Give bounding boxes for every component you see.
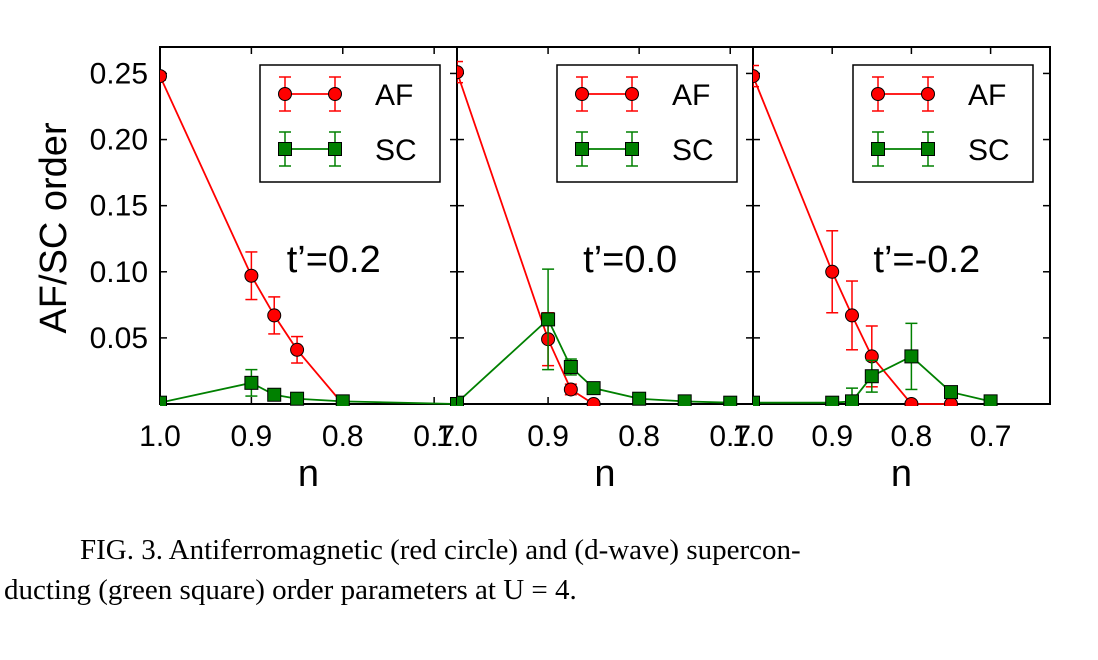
- sc-point: [290, 391, 305, 406]
- legend-sc-marker: [278, 142, 292, 156]
- figure-chart: AF/SC order 1.0 0.9 0.8 0.7 0.05 0.10 0.15 0.20…: [33, 46, 1051, 495]
- af-point: [586, 397, 601, 406]
- x-tick-label: 0.9: [527, 420, 569, 453]
- x-tick-label: 1.0: [139, 420, 181, 453]
- y-tick-label: 0.10: [90, 256, 148, 289]
- legend-af-label: AF: [672, 79, 710, 112]
- x-tick-label: 0.7: [970, 420, 1012, 453]
- x-axis-label: n: [298, 453, 319, 495]
- x-tick-label: 0.8: [322, 420, 364, 453]
- legend-box: [556, 64, 738, 183]
- af-series-line: [457, 71, 595, 405]
- sc-point: [160, 395, 167, 406]
- af-point: [563, 382, 578, 397]
- sc-point: [457, 395, 464, 406]
- x-tick-label: 0.9: [811, 420, 853, 453]
- y-axis-label: AF/SC order: [33, 122, 75, 334]
- af-point: [753, 69, 760, 84]
- af-point: [160, 69, 167, 84]
- sc-point: [944, 385, 958, 400]
- sc-point: [723, 395, 738, 406]
- x-axis-label: n: [891, 453, 912, 495]
- legend-af-label: AF: [968, 79, 1006, 112]
- panel-2: 1.0 0.9 0.8 0.7 n t’=0.0 AF SC: [436, 46, 754, 495]
- legend-sc-marker: [871, 142, 885, 156]
- legend-sc-marker: [328, 142, 342, 156]
- sc-point: [677, 394, 692, 406]
- y-tick-label: 0.25: [90, 57, 148, 90]
- panel-3: 1.0 0.9 0.8 0.7 n t’=-0.2 AF SC: [732, 46, 1051, 495]
- af-point: [457, 65, 464, 80]
- x-tick-label: 1.0: [732, 420, 774, 453]
- x-axis-label: n: [594, 453, 615, 495]
- x-tick-label: 0.9: [231, 420, 273, 453]
- legend-sc-label: SC: [672, 134, 714, 167]
- x-tick-label: 0.7: [709, 420, 751, 453]
- af-point: [244, 268, 259, 283]
- sc-point: [244, 375, 259, 390]
- sc-point: [904, 349, 919, 364]
- legend-sc-marker: [575, 142, 589, 156]
- sc-point: [335, 394, 350, 406]
- legend-af-marker: [871, 87, 885, 101]
- sc-point: [267, 387, 282, 402]
- legend-af-label: AF: [375, 79, 413, 112]
- sc-point: [541, 312, 556, 327]
- legend-sc-marker: [625, 142, 639, 156]
- af-point: [845, 308, 859, 323]
- sc-series-line: [160, 381, 457, 405]
- x-tick-label: 0.8: [891, 420, 933, 453]
- x-tick-label: 0.7: [413, 420, 455, 453]
- af-point: [825, 264, 840, 279]
- y-tick-label: 0.15: [90, 190, 148, 223]
- legend-af-marker: [575, 87, 589, 101]
- af-point: [944, 397, 958, 406]
- sc-point: [825, 395, 840, 406]
- legend-sc-marker: [921, 142, 935, 156]
- sc-point: [983, 394, 998, 406]
- legend-af-marker: [921, 87, 935, 101]
- sc-point: [632, 391, 647, 406]
- legend-sc-label: SC: [968, 134, 1010, 167]
- legend-af-marker: [328, 87, 342, 101]
- caption-line-1: FIG. 3. Antiferromagnetic (red circle) a…: [80, 534, 801, 566]
- panel-frame: [752, 46, 1051, 405]
- legend-af-marker: [278, 87, 292, 101]
- sc-point: [563, 359, 578, 374]
- legend-box: [259, 64, 441, 183]
- y-tick-label: 0.05: [90, 322, 148, 355]
- af-point: [267, 308, 282, 323]
- x-tick-label: 1.0: [436, 420, 478, 453]
- sc-point: [845, 394, 859, 406]
- sc-point: [753, 395, 760, 406]
- panel-1: 1.0 0.9 0.8 0.7 0.05 0.10 0.15 0.20 0.25 n t’=0.2 A…: [90, 46, 458, 495]
- af-point: [904, 397, 919, 406]
- figure-caption: FIG. 3. Antiferromagnetic (red circle) a…: [4, 530, 1040, 610]
- x-tick-label: 0.8: [618, 420, 660, 453]
- data-layer: [160, 69, 457, 406]
- legend-box: [852, 64, 1034, 183]
- legend-sc-label: SC: [375, 134, 417, 167]
- sc-point: [450, 397, 457, 406]
- y-tick-label: 0.20: [90, 124, 148, 157]
- data-layer: [753, 64, 998, 406]
- sc-point: [586, 381, 601, 396]
- panel-label: t’=0.2: [287, 239, 381, 281]
- data-layer: [457, 60, 738, 406]
- legend-af-marker: [625, 87, 639, 101]
- panel-label: t’=0.0: [583, 239, 677, 281]
- panel-label: t’=-0.2: [873, 239, 980, 281]
- sc-point: [864, 369, 879, 384]
- caption-line-2: ducting (green square) order parameters …: [4, 574, 577, 606]
- af-point: [290, 342, 305, 357]
- panels: 1.0 0.9 0.8 0.7 0.05 0.10 0.15 0.20 0.25 n t’=0.2 A…: [90, 46, 1051, 495]
